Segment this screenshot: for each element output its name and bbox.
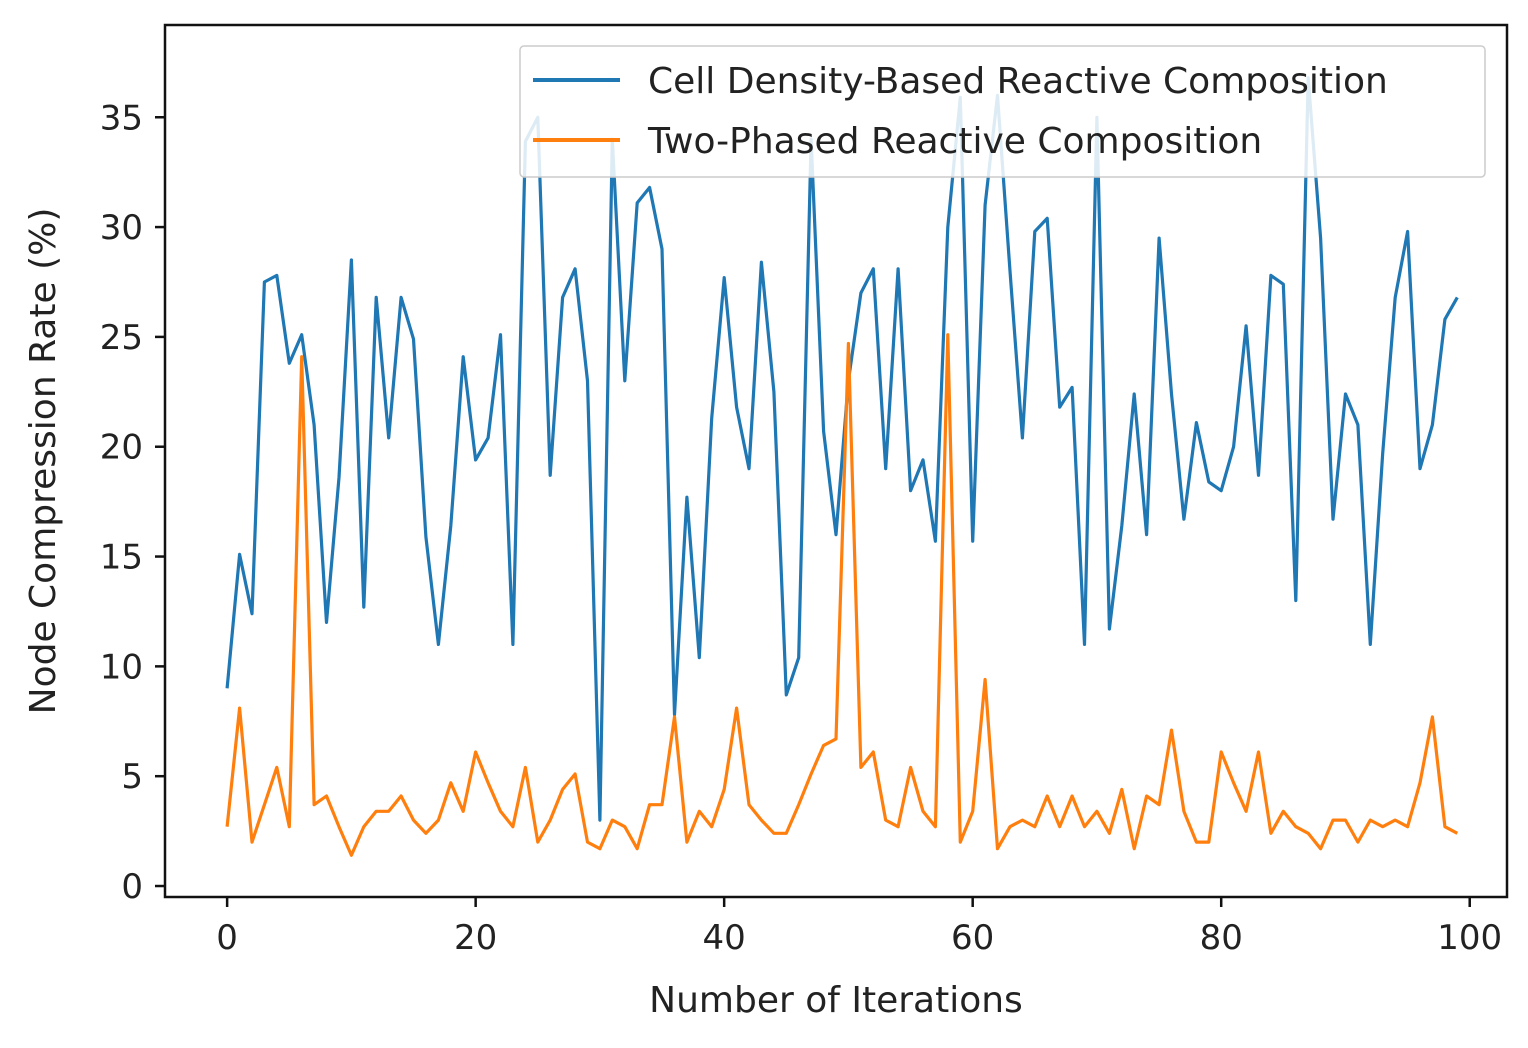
series-layer: [225, 76, 1459, 857]
x-axis-label: Number of Iterations: [649, 980, 1023, 1021]
x-tick-label: 60: [951, 918, 994, 958]
y-tick-label: 20: [100, 428, 143, 468]
axes-frame: [163, 23, 1509, 899]
series-line-cell-density: [225, 76, 1459, 822]
y-tick-label: 0: [121, 867, 143, 907]
y-tick-label: 35: [100, 98, 143, 138]
y-tick-label: 30: [100, 208, 143, 248]
y-axis-label: Node Compression Rate (%): [23, 208, 64, 715]
y-tick-label: 10: [100, 647, 143, 687]
x-tick-label: 80: [1200, 918, 1243, 958]
legend-box: [519, 45, 1486, 178]
x-axis: 0 20 40 60 80 100: [216, 897, 1502, 958]
x-tick-label: 0: [216, 918, 238, 958]
y-tick-label: 15: [100, 538, 143, 578]
axes-spines: [163, 23, 1509, 899]
legend-label-cell-density: Cell Density-Based Reactive Composition: [648, 61, 1388, 102]
y-tick-label: 5: [121, 757, 143, 797]
x-tick-label: 20: [454, 918, 497, 958]
y-tick-label: 25: [100, 318, 143, 358]
legend: Cell Density-Based Reactive Composition …: [519, 45, 1486, 178]
legend-label-two-phased: Two-Phased Reactive Composition: [647, 121, 1262, 162]
y-axis: 0 5 10 15 20 25 30 35: [100, 98, 165, 907]
x-tick-label: 40: [703, 918, 746, 958]
series-line-two-phased: [225, 333, 1459, 857]
x-tick-label: 100: [1437, 918, 1502, 958]
